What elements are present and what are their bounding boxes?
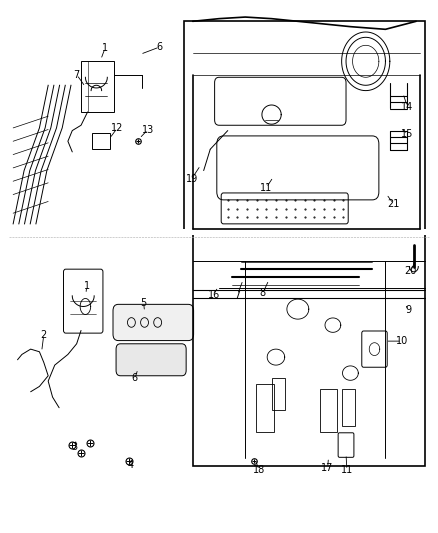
- Text: 13: 13: [142, 125, 154, 134]
- Text: 8: 8: [260, 288, 266, 298]
- Text: 4: 4: [127, 460, 134, 470]
- Text: 15: 15: [401, 130, 413, 139]
- Text: 11: 11: [341, 465, 353, 475]
- Text: 9: 9: [405, 305, 411, 315]
- Text: 6: 6: [157, 42, 163, 52]
- Text: 12: 12: [111, 123, 124, 133]
- Text: 1: 1: [102, 43, 108, 53]
- Bar: [320, 389, 337, 432]
- Bar: [342, 389, 355, 426]
- Text: 1: 1: [84, 281, 90, 291]
- Text: 16: 16: [208, 290, 220, 300]
- Text: 10: 10: [396, 336, 408, 346]
- Text: 3: 3: [71, 442, 78, 451]
- Text: 20: 20: [405, 266, 417, 276]
- Bar: [256, 384, 274, 432]
- Text: 14: 14: [401, 102, 413, 111]
- Text: 18: 18: [253, 465, 265, 475]
- FancyBboxPatch shape: [113, 304, 194, 341]
- Text: 17: 17: [321, 463, 334, 473]
- Text: 2: 2: [41, 330, 47, 340]
- Text: 21: 21: [387, 199, 399, 208]
- Text: 11: 11: [260, 183, 272, 192]
- Text: 19: 19: [186, 174, 198, 183]
- Text: 7: 7: [74, 70, 80, 79]
- Text: 6: 6: [132, 374, 138, 383]
- Text: 7: 7: [234, 290, 240, 300]
- Bar: [272, 378, 285, 410]
- Text: 5: 5: [141, 298, 147, 308]
- FancyBboxPatch shape: [116, 344, 186, 376]
